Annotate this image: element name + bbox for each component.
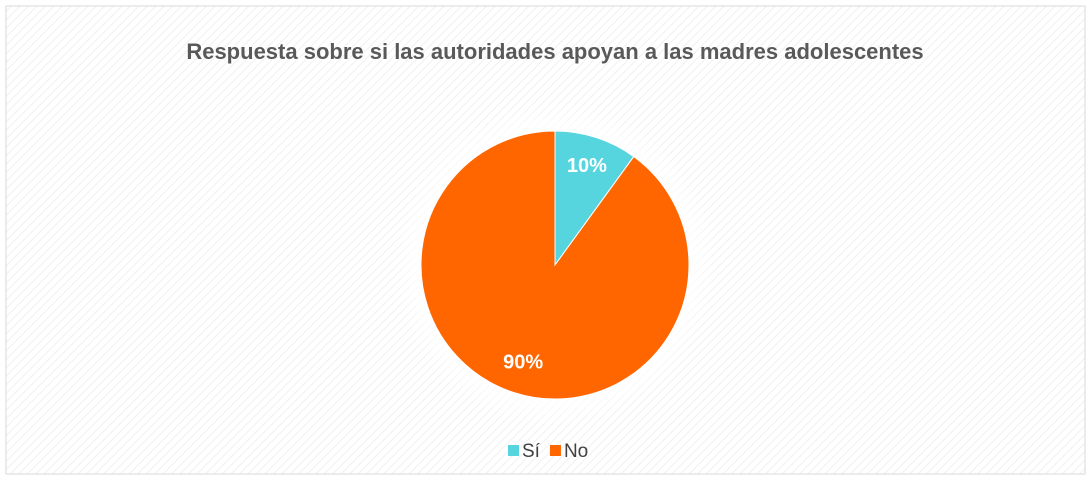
legend-label: No xyxy=(564,441,588,462)
chart-title: Respuesta sobre si las autoridades apoya… xyxy=(186,39,924,64)
pie-slice xyxy=(554,130,635,267)
pie-slice xyxy=(420,130,690,400)
legend-swatch xyxy=(549,445,561,456)
legend-swatch xyxy=(508,445,519,456)
data-label: 10% xyxy=(567,155,607,177)
pie: 10% 90% xyxy=(420,130,690,400)
data-label: 90% xyxy=(503,351,543,373)
legend-label: Sí xyxy=(522,441,541,462)
legend: Sí No xyxy=(508,441,588,462)
